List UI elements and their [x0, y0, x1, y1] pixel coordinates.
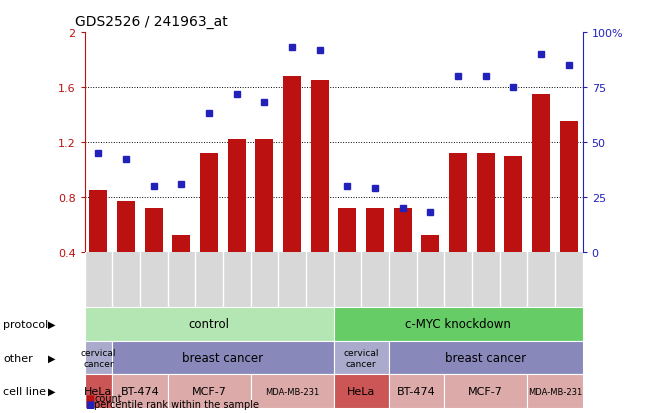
Bar [449, 154, 467, 252]
Bar [505, 156, 523, 252]
Text: protocol: protocol [3, 319, 49, 329]
Text: control: control [189, 318, 230, 331]
Bar [477, 154, 495, 252]
Text: other: other [3, 353, 33, 363]
Text: MCF-7: MCF-7 [468, 386, 503, 396]
Text: ▶: ▶ [48, 386, 55, 396]
Bar [421, 235, 439, 252]
Bar [117, 201, 135, 252]
Text: percentile rank within the sample: percentile rank within the sample [94, 399, 259, 409]
Text: count: count [94, 394, 122, 404]
Text: BT-474: BT-474 [397, 386, 436, 396]
Text: breast cancer: breast cancer [445, 351, 527, 365]
Text: ▶: ▶ [48, 319, 55, 329]
Text: HeLa: HeLa [347, 386, 376, 396]
Text: c-MYC knockdown: c-MYC knockdown [405, 318, 511, 331]
Text: cervical
cancer: cervical cancer [344, 349, 379, 368]
Text: MDA-MB-231: MDA-MB-231 [265, 387, 319, 396]
Text: HeLa: HeLa [84, 386, 113, 396]
Bar [311, 81, 329, 252]
Bar [228, 140, 246, 252]
Bar [255, 140, 273, 252]
Bar [89, 190, 107, 252]
Bar [394, 208, 412, 252]
Bar [532, 95, 550, 252]
Text: ■: ■ [85, 399, 94, 409]
Bar [339, 208, 357, 252]
Bar [283, 77, 301, 252]
Text: ■: ■ [85, 394, 94, 404]
Bar [560, 122, 578, 252]
Bar [200, 154, 218, 252]
Bar [145, 208, 163, 252]
Text: breast cancer: breast cancer [182, 351, 264, 365]
Text: ▶: ▶ [48, 353, 55, 363]
Bar [366, 208, 384, 252]
Text: MDA-MB-231: MDA-MB-231 [528, 387, 582, 396]
Text: cervical
cancer: cervical cancer [81, 349, 117, 368]
Text: MCF-7: MCF-7 [191, 386, 227, 396]
Text: cell line: cell line [3, 386, 46, 396]
Text: BT-474: BT-474 [120, 386, 159, 396]
Bar [173, 235, 191, 252]
Text: GDS2526 / 241963_at: GDS2526 / 241963_at [75, 15, 227, 29]
